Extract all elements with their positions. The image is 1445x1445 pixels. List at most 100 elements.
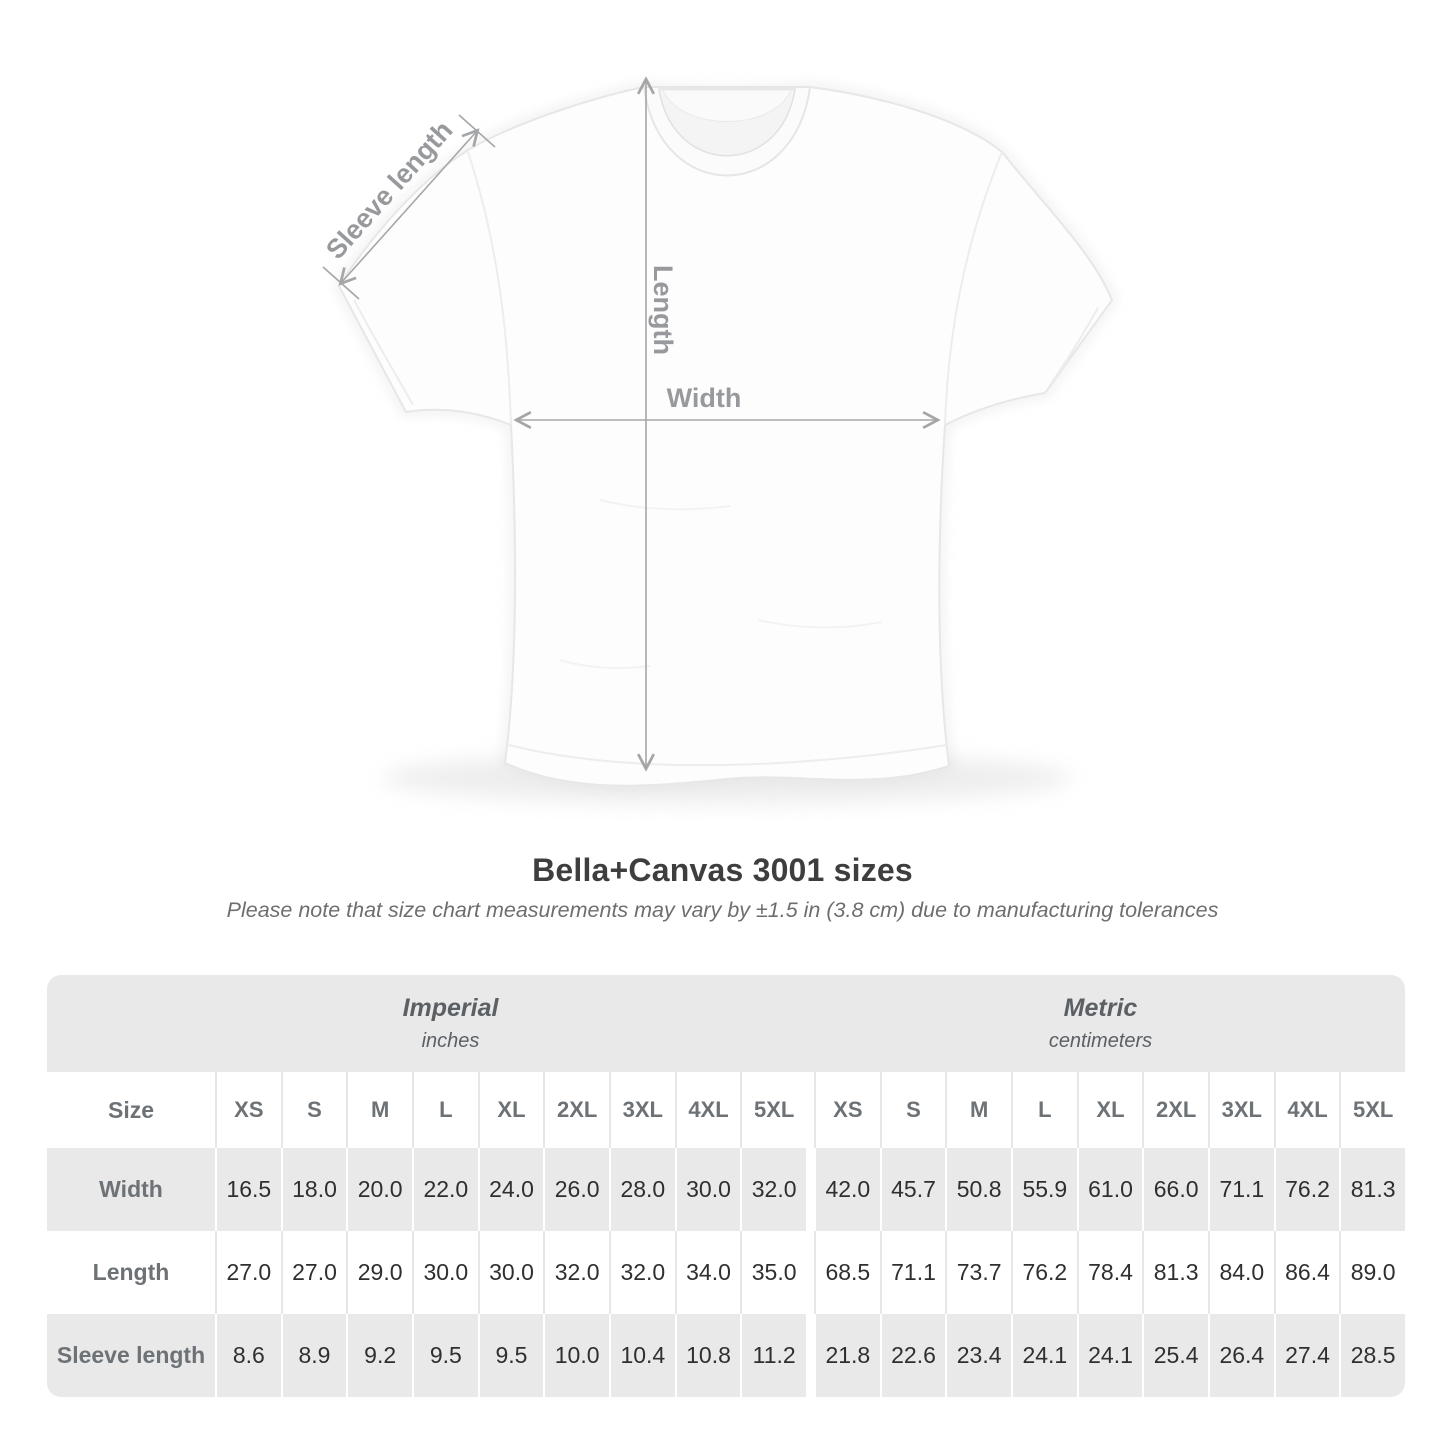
size-table: Imperial inches Metric centimeters Size … xyxy=(47,975,1405,1397)
sleeve-metric-value: 25.4 xyxy=(1142,1314,1208,1397)
size-col-header: XL xyxy=(477,1072,544,1148)
sleeve-metric-value: 21.8 xyxy=(813,1314,880,1397)
length-metric-value: 86.4 xyxy=(1273,1231,1340,1314)
width-imperial-value: 22.0 xyxy=(411,1148,478,1231)
imperial-section-header: Imperial inches xyxy=(47,975,814,1072)
row-label-width: Width xyxy=(47,1148,215,1231)
size-col-header: S xyxy=(879,1072,946,1148)
width-metric-value: 50.8 xyxy=(945,1148,1011,1231)
sleeve-imperial-value: 10.0 xyxy=(543,1314,609,1397)
length-imperial-value: 35.0 xyxy=(740,1231,806,1314)
size-col-header: XS xyxy=(813,1072,880,1148)
section-divider xyxy=(805,1072,814,1148)
sleeve-length-row: Sleeve length 8.6 8.9 9.2 9.5 9.5 10.0 10.4 10.… xyxy=(47,1314,1405,1397)
length-metric-value: 84.0 xyxy=(1207,1231,1274,1314)
sleeve-imperial-value: 9.2 xyxy=(346,1314,412,1397)
sleeve-arrow-tick-inner xyxy=(458,114,496,148)
size-col-header: M xyxy=(945,1072,1011,1148)
sleeve-imperial-value: 10.8 xyxy=(674,1314,741,1397)
length-imperial-value: 29.0 xyxy=(346,1231,412,1314)
length-row: Length 27.0 27.0 29.0 30.0 30.0 32.0 32.0 34.0 3… xyxy=(47,1231,1405,1314)
tshirt-diagram: Width Length Sleeve length xyxy=(320,0,1116,804)
size-col-header: 4XL xyxy=(1273,1072,1340,1148)
width-metric-value: 45.7 xyxy=(879,1148,946,1231)
length-metric-value: 89.0 xyxy=(1339,1231,1405,1314)
size-col-header: 5XL xyxy=(1339,1072,1405,1148)
metric-section-header: Metric centimeters xyxy=(814,975,1405,1072)
length-imperial-value: 27.0 xyxy=(215,1231,281,1314)
width-metric-value: 42.0 xyxy=(813,1148,880,1231)
sleeve-length-arrow xyxy=(341,131,477,283)
length-metric-value: 78.4 xyxy=(1076,1231,1143,1314)
width-imperial-value: 20.0 xyxy=(346,1148,412,1231)
size-col-header: L xyxy=(1010,1072,1077,1148)
length-metric-value: 81.3 xyxy=(1142,1231,1208,1314)
width-metric-value: 81.3 xyxy=(1339,1148,1405,1231)
sleeve-metric-value: 26.4 xyxy=(1207,1314,1274,1397)
length-metric-value: 71.1 xyxy=(879,1231,946,1314)
width-imperial-value: 26.0 xyxy=(543,1148,609,1231)
sleeve-imperial-value: 11.2 xyxy=(740,1314,806,1397)
unit-header-band: Imperial inches Metric centimeters xyxy=(47,975,1405,1072)
section-divider xyxy=(805,1231,814,1314)
width-imperial-value: 18.0 xyxy=(280,1148,347,1231)
sleeve-arrow-tick-outer xyxy=(322,266,360,300)
width-metric-value: 71.1 xyxy=(1207,1148,1274,1231)
size-col-header: 2XL xyxy=(543,1072,609,1148)
size-col-header: 3XL xyxy=(1207,1072,1274,1148)
page-title: Bella+Canvas 3001 sizes xyxy=(532,852,913,888)
width-imperial-value: 24.0 xyxy=(477,1148,544,1231)
width-label: Width xyxy=(667,383,742,413)
tshirt-graphic xyxy=(334,83,1116,790)
width-imperial-value: 16.5 xyxy=(215,1148,281,1231)
width-imperial-value: 30.0 xyxy=(674,1148,741,1231)
length-metric-value: 73.7 xyxy=(945,1231,1011,1314)
sleeve-imperial-value: 8.9 xyxy=(280,1314,347,1397)
row-label-length: Length xyxy=(92,1259,170,1285)
length-imperial-value: 32.0 xyxy=(608,1231,675,1314)
metric-title: Metric xyxy=(1063,994,1138,1022)
width-metric-value: 55.9 xyxy=(1010,1148,1077,1231)
length-metric-value: 76.2 xyxy=(1010,1231,1077,1314)
width-metric-value: 76.2 xyxy=(1273,1148,1340,1231)
page-subtitle: Please note that size chart measurements… xyxy=(226,898,1219,922)
length-imperial-value: 30.0 xyxy=(477,1231,544,1314)
size-col-header: S xyxy=(280,1072,347,1148)
width-row: Width 16.5 18.0 20.0 22.0 24.0 26.0 28.0 30.0 32… xyxy=(47,1148,1405,1231)
size-col-header: XL xyxy=(1076,1072,1143,1148)
sleeve-metric-value: 24.1 xyxy=(1076,1314,1143,1397)
size-col-header: M xyxy=(346,1072,412,1148)
row-label-sleeve-length: Sleeve length xyxy=(47,1314,215,1397)
section-divider xyxy=(805,1148,814,1231)
imperial-title: Imperial xyxy=(402,994,499,1022)
imperial-unit: inches xyxy=(421,1030,480,1052)
size-col-header: XS xyxy=(215,1072,281,1148)
sleeve-imperial-value: 8.6 xyxy=(215,1314,281,1397)
width-imperial-value: 32.0 xyxy=(740,1148,806,1231)
sleeve-metric-value: 28.5 xyxy=(1339,1314,1405,1397)
width-imperial-value: 28.0 xyxy=(608,1148,675,1231)
size-header-label: Size xyxy=(107,1096,155,1123)
section-divider xyxy=(805,1314,814,1397)
metric-unit: centimeters xyxy=(1048,1030,1153,1052)
size-col-header: L xyxy=(411,1072,478,1148)
sleeve-metric-value: 27.4 xyxy=(1273,1314,1340,1397)
length-metric-value: 68.5 xyxy=(813,1231,880,1314)
width-metric-value: 61.0 xyxy=(1076,1148,1143,1231)
sleeve-metric-value: 23.4 xyxy=(945,1314,1011,1397)
sleeve-imperial-value: 9.5 xyxy=(477,1314,544,1397)
length-label: Length xyxy=(648,265,678,355)
heading: Bella+Canvas 3001 sizes Please note that… xyxy=(0,852,1445,923)
size-col-header: 4XL xyxy=(674,1072,741,1148)
sleeve-metric-value: 22.6 xyxy=(879,1314,946,1397)
length-imperial-value: 32.0 xyxy=(543,1231,609,1314)
size-col-header: 5XL xyxy=(740,1072,806,1148)
length-imperial-value: 27.0 xyxy=(280,1231,347,1314)
size-header-row: Size XS S M L XL 2XL 3XL 4XL 5XL XS S M L XL 2XL 3XL 4X… xyxy=(47,1072,1405,1148)
sleeve-metric-value: 24.1 xyxy=(1010,1314,1077,1397)
sleeve-imperial-value: 10.4 xyxy=(608,1314,675,1397)
size-col-header: 3XL xyxy=(608,1072,675,1148)
length-imperial-value: 34.0 xyxy=(674,1231,741,1314)
length-imperial-value: 30.0 xyxy=(411,1231,478,1314)
